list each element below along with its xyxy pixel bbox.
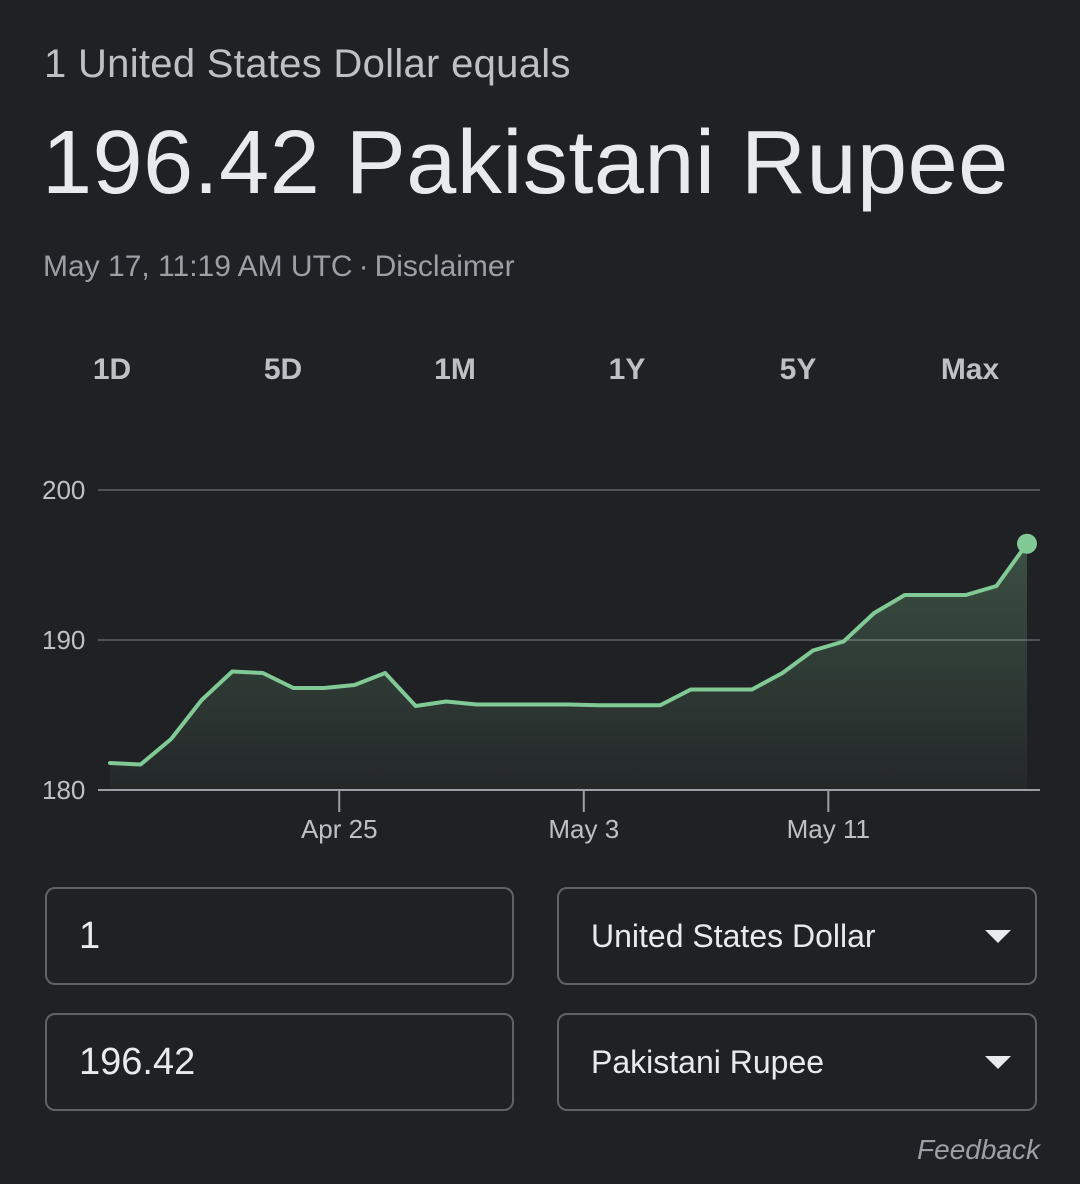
dropdown-caret-icon: [985, 929, 1011, 943]
separator: ·: [358, 250, 369, 283]
tab-1y[interactable]: 1Y: [608, 353, 646, 386]
feedback-link[interactable]: Feedback: [917, 1134, 1040, 1165]
currency-from-select[interactable]: United States Dollar: [557, 887, 1037, 985]
amount-from-input[interactable]: [47, 913, 512, 959]
conversion-subtitle: 1 United States Dollar equals: [44, 42, 571, 86]
tab-5y[interactable]: 5Y: [779, 353, 817, 386]
chart-svg: 180 190 200 Apr 25 May 3 May 11: [42, 475, 1040, 844]
tab-1m[interactable]: 1M: [434, 353, 476, 386]
amount-to-field[interactable]: [45, 1013, 514, 1111]
range-tabs: 1D 5D 1M 1Y 5Y Max: [26, 338, 1056, 402]
x-tick-label: Apr 25: [301, 814, 378, 844]
exchange-rate-chart[interactable]: 180 190 200 Apr 25 May 3 May 11: [0, 460, 1080, 860]
x-tick-label: May 11: [787, 814, 870, 844]
amount-to-input[interactable]: [47, 1039, 512, 1085]
timestamp: May 17, 11:19 AM UTC: [43, 250, 353, 283]
tab-5d[interactable]: 5D: [263, 353, 303, 386]
y-tick-label: 190: [42, 625, 85, 655]
series-area: [110, 543, 1027, 790]
tab-1d[interactable]: 1D: [92, 353, 132, 386]
amount-from-field[interactable]: [45, 887, 514, 985]
y-tick-label: 180: [42, 775, 85, 805]
disclaimer-link[interactable]: Disclaimer: [374, 250, 515, 283]
series-line: [108, 541, 1029, 767]
currency-to-select[interactable]: Pakistani Rupee: [557, 1013, 1037, 1111]
y-tick-label: 200: [42, 475, 85, 505]
dropdown-caret-icon: [985, 1055, 1011, 1069]
currency-from-label: United States Dollar: [591, 917, 876, 954]
latest-point-marker: [1017, 533, 1037, 554]
x-tick-label: May 3: [548, 814, 619, 844]
currency-to-label: Pakistani Rupee: [591, 1043, 825, 1080]
tab-max[interactable]: Max: [940, 353, 1000, 386]
timestamp-row: May 17, 11:19 AM UTC · Disclaimer: [43, 250, 515, 284]
conversion-result: 196.42 Pakistani Rupee: [42, 113, 1009, 213]
